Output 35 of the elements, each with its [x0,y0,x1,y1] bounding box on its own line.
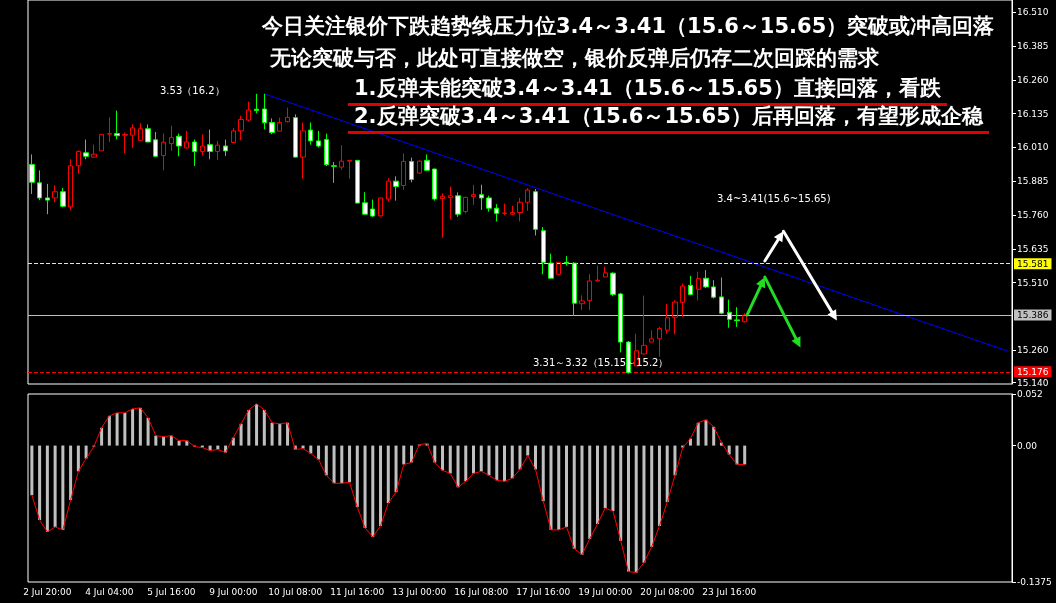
y-tick-label: -0.1375 [1017,577,1052,587]
x-tick-label: 16 Jul 08:00 [454,586,509,597]
y-tick-label: 16.010 [1017,142,1049,153]
x-tick-label: 23 Jul 16:00 [702,586,757,597]
annotation: 2.反弹突破3.4～3.41（15.6～15.65）后再回落，有望形成企稳 [348,102,989,134]
y-tick-label: 15.510 [1017,277,1049,288]
y-tick-label: 15.260 [1017,345,1049,356]
x-tick-label: 11 Jul 16:00 [330,586,385,597]
y-tick-label: 15.140 [1017,377,1049,388]
y-tick-label: 0.00 [1017,440,1038,451]
text: 今日关注银价下跌趋势线压力位3.4～3.41（15.6～15.65）突破或冲高回落 [262,13,995,40]
ref-line-label: 15.176 [1017,366,1049,377]
x-tick-label: 17 Jul 16:00 [516,586,571,597]
x-tick-label: 9 Jul 00:00 [209,586,258,597]
annotation: 3.53（16.2） [160,84,225,98]
ref-line-label: 15.386 [1017,310,1049,321]
x-tick-label: 13 Jul 00:00 [392,586,447,597]
y-tick-label: 16.135 [1017,108,1049,119]
x-tick-label: 2 Jul 20:00 [23,586,72,597]
y-tick-label: 16.385 [1017,40,1049,51]
ref-line-label: 15.581 [1017,258,1049,269]
x-tick-label: 10 Jul 08:00 [268,586,323,597]
y-tick-label: 15.635 [1017,243,1049,254]
y-tick-label: 15.885 [1017,176,1049,187]
annotation: 3.4~3.41(15.6~15.65) [717,193,831,204]
y-tick-label: 0.052 [1017,389,1043,399]
x-tick-label: 4 Jul 04:00 [85,586,134,597]
y-tick-label: 16.260 [1017,74,1049,85]
x-tick-label: 19 Jul 00:00 [578,586,633,597]
y-tick-label: 15.760 [1017,209,1049,220]
x-tick-label: 5 Jul 16:00 [147,586,196,597]
x-tick-label: 20 Jul 08:00 [640,586,695,597]
y-tick-label: 16.510 [1017,7,1049,18]
text: 无论突破与否，此处可直接做空，银价反弹后仍存二次回踩的需求 [270,45,879,72]
annotation: 1.反弹未能突破3.4～3.41（15.6～15.65）直接回落，看跌 [354,76,941,100]
